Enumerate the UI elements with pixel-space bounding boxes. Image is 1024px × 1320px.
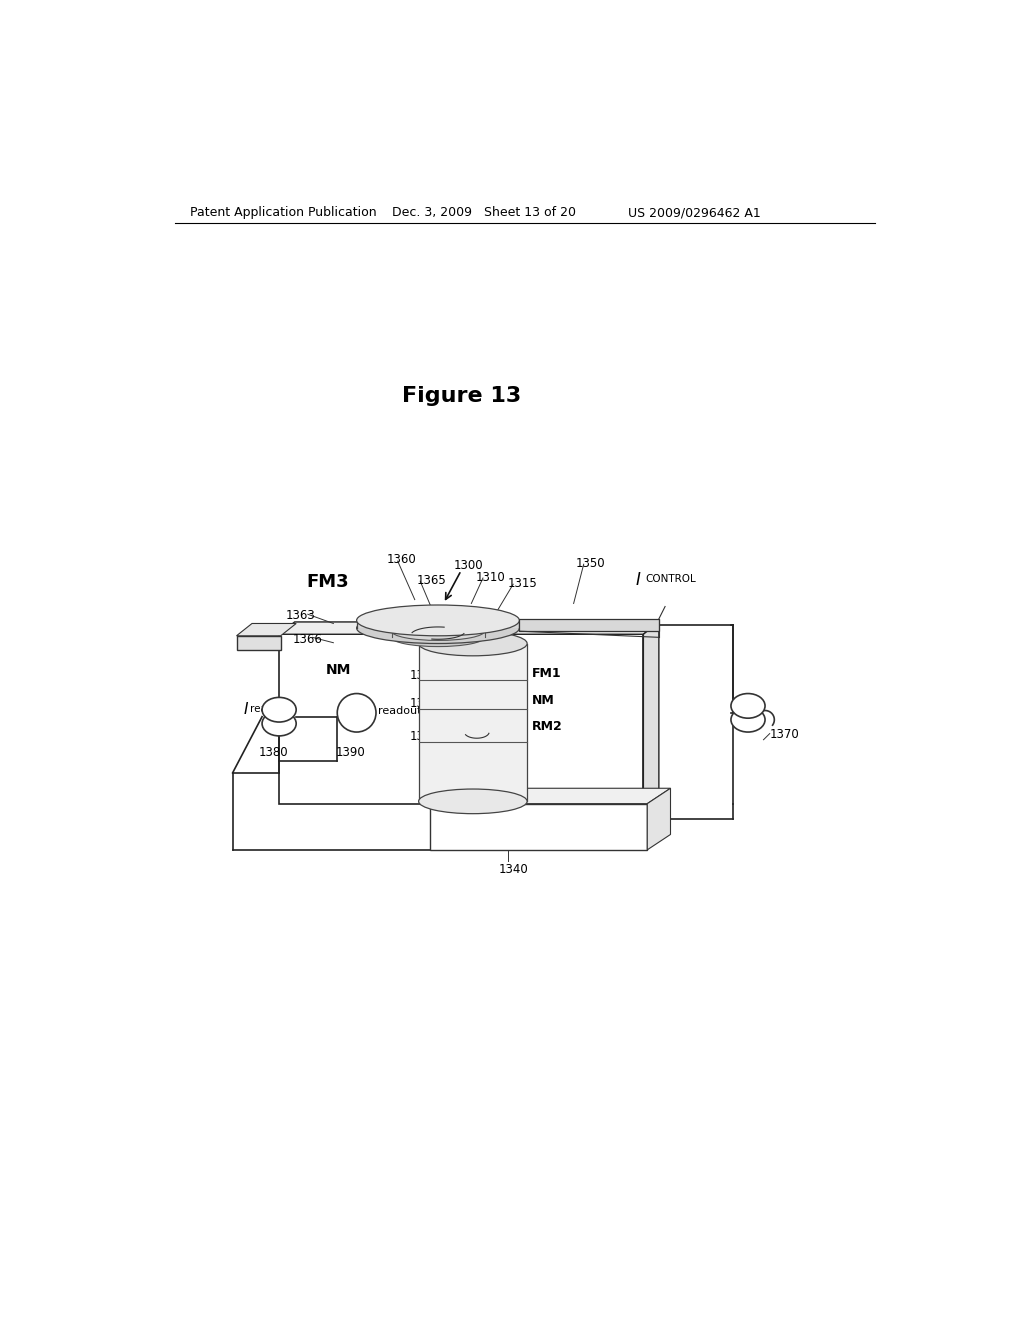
Text: 1365: 1365 — [417, 574, 446, 587]
Ellipse shape — [356, 612, 519, 644]
Text: $I$: $I$ — [635, 572, 641, 589]
Text: 1320: 1320 — [410, 669, 439, 682]
Text: 1370: 1370 — [770, 729, 800, 742]
Bar — [430, 804, 647, 850]
Text: NM: NM — [326, 663, 351, 677]
Bar — [237, 636, 281, 649]
Bar — [519, 619, 658, 631]
Ellipse shape — [262, 711, 296, 737]
Text: $I$: $I$ — [243, 701, 249, 717]
Bar — [280, 635, 643, 804]
Text: 1336: 1336 — [410, 730, 439, 743]
Text: 1366: 1366 — [293, 634, 323, 647]
Bar — [419, 644, 527, 801]
Text: 1363: 1363 — [286, 609, 315, 622]
Text: Figure 13: Figure 13 — [401, 385, 521, 405]
Text: 1360: 1360 — [387, 553, 417, 566]
Polygon shape — [280, 622, 658, 635]
Bar — [391, 631, 484, 638]
Text: 1300: 1300 — [454, 558, 483, 572]
Text: CONTROL: CONTROL — [645, 574, 695, 585]
Polygon shape — [237, 623, 296, 636]
Text: 1315: 1315 — [508, 577, 538, 590]
Text: Dec. 3, 2009   Sheet 13 of 20: Dec. 3, 2009 Sheet 13 of 20 — [391, 206, 575, 219]
Text: FM1: FM1 — [531, 667, 561, 680]
Ellipse shape — [731, 708, 765, 733]
Ellipse shape — [731, 693, 765, 718]
Text: readout: readout — [251, 704, 291, 714]
Text: 1330: 1330 — [410, 697, 439, 710]
Text: readout: readout — [378, 706, 421, 717]
Ellipse shape — [391, 622, 484, 640]
Text: FM3: FM3 — [306, 573, 349, 590]
Bar — [356, 620, 519, 628]
Text: 1350: 1350 — [575, 557, 605, 570]
Ellipse shape — [356, 605, 519, 636]
Ellipse shape — [337, 693, 376, 733]
Text: 1310: 1310 — [475, 572, 505, 585]
Polygon shape — [643, 622, 658, 804]
Text: RM2: RM2 — [531, 721, 562, 734]
Ellipse shape — [419, 631, 527, 656]
Text: NM: NM — [531, 693, 555, 706]
Text: US 2009/0296462 A1: US 2009/0296462 A1 — [628, 206, 761, 219]
Ellipse shape — [419, 789, 527, 813]
Ellipse shape — [391, 628, 484, 647]
Text: 1390: 1390 — [336, 746, 366, 759]
Ellipse shape — [262, 697, 296, 722]
Text: 1380: 1380 — [258, 746, 288, 759]
Text: Patent Application Publication: Patent Application Publication — [190, 206, 377, 219]
Text: 1335: 1335 — [434, 808, 464, 821]
Polygon shape — [430, 788, 671, 804]
Text: 1340: 1340 — [499, 863, 528, 876]
Polygon shape — [647, 788, 671, 850]
Text: V: V — [350, 704, 364, 722]
